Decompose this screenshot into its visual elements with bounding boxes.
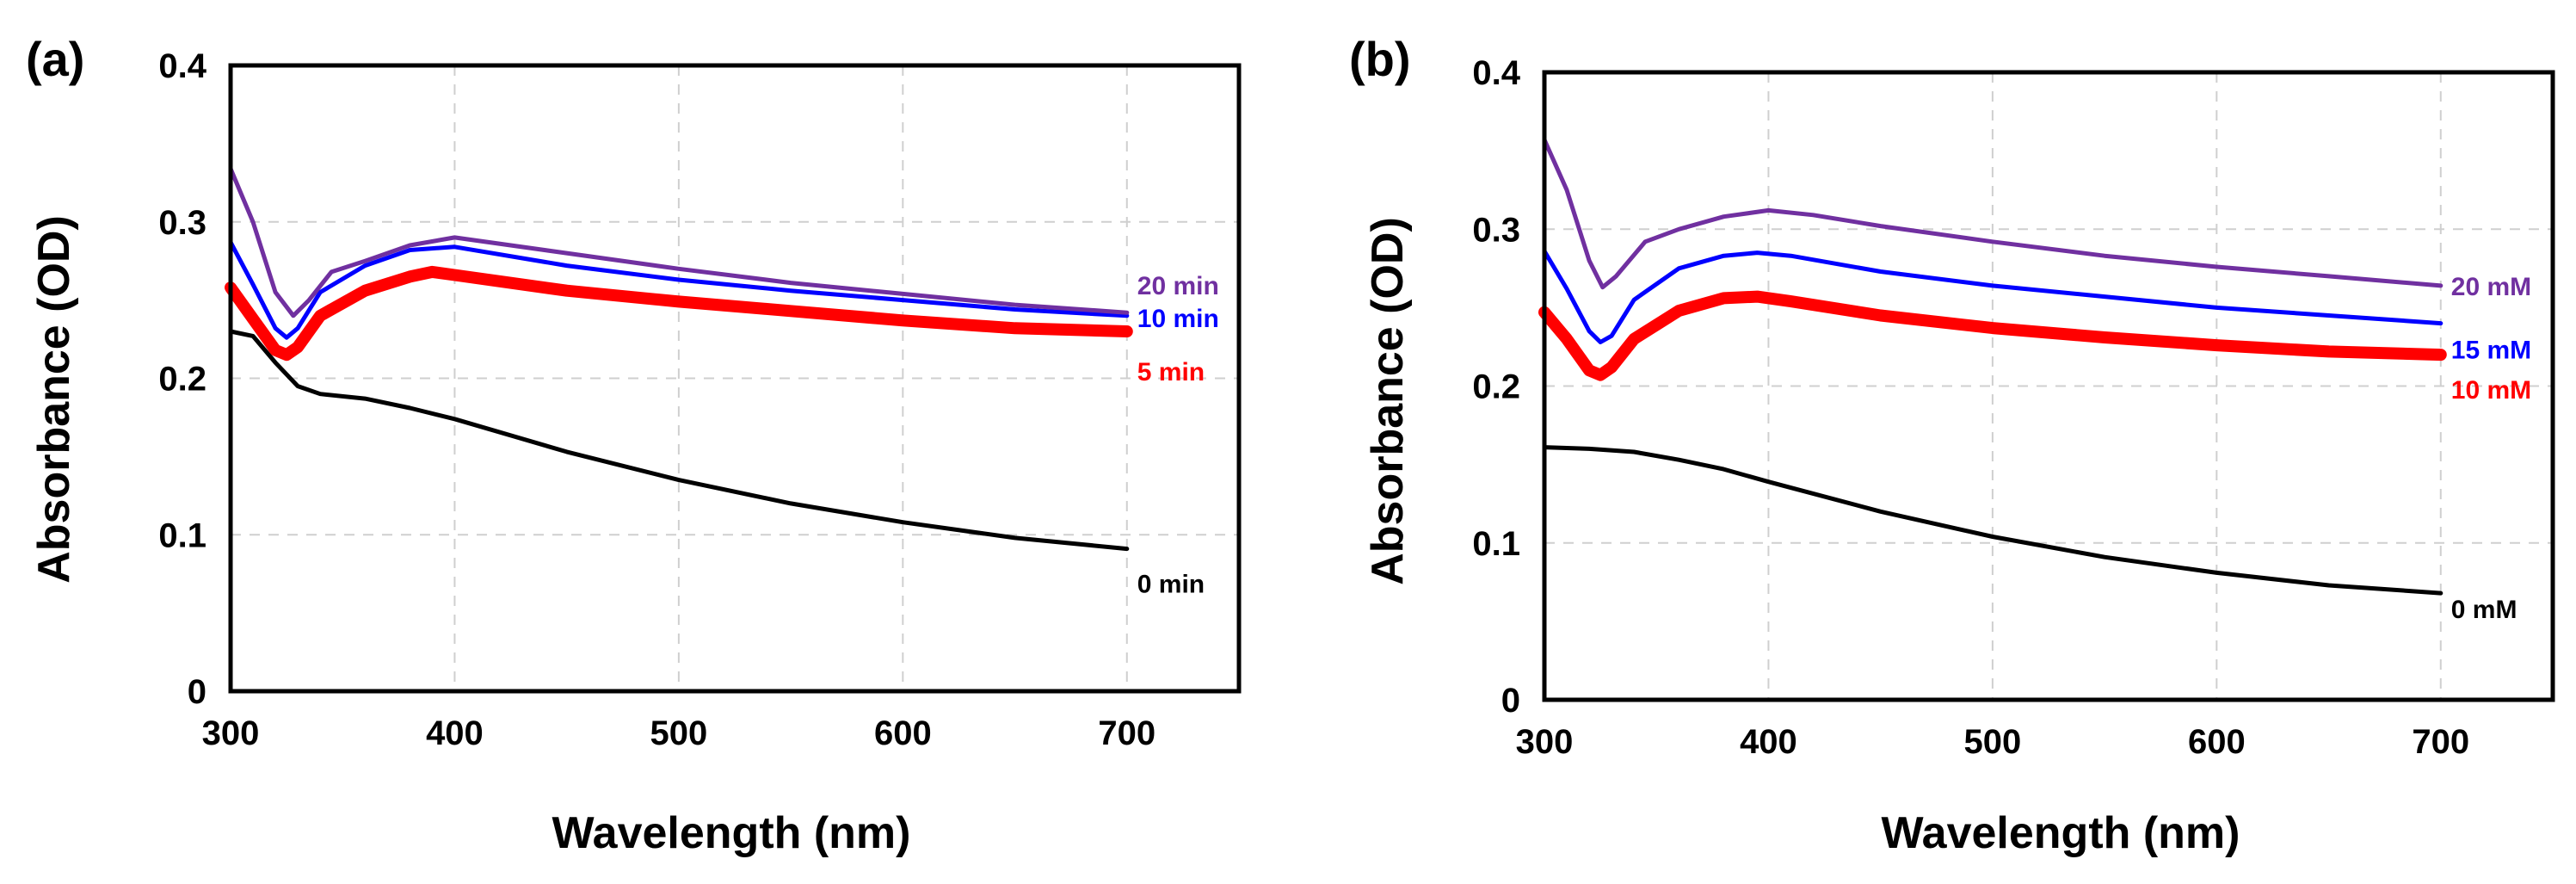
panel-a-y-axis-title: Absorbance (OD) bbox=[29, 215, 79, 584]
panel-a-x-tick-label: 600 bbox=[874, 714, 932, 752]
panel-b: (b) Absorbance (OD) Wavelength (nm) 0 0.1… bbox=[1349, 32, 2555, 858]
panel-a: (a) Absorbance (OD) Wavelength (nm) 0 0.1… bbox=[26, 32, 1242, 858]
panel-b-series-label: 20 mM bbox=[2451, 273, 2531, 301]
panel-a-series-line bbox=[225, 265, 1133, 362]
panel-b-y-tick-label: 0 bbox=[1501, 682, 1520, 720]
panel-b-x-tick-label: 400 bbox=[1740, 723, 1797, 761]
panel-a-series-label: 10 min bbox=[1137, 305, 1219, 333]
panel-b-label: (b) bbox=[1349, 32, 1411, 86]
panel-b-y-tick-label: 0.4 bbox=[1472, 54, 1520, 92]
panel-b-x-tick-label: 600 bbox=[2188, 723, 2246, 761]
panel-a-label: (a) bbox=[26, 32, 84, 86]
panel-b-x-tick-label: 500 bbox=[1964, 723, 2022, 761]
panel-a-x-tick-label: 700 bbox=[1098, 714, 1156, 752]
panel-a-y-tick-label: 0 bbox=[188, 673, 206, 711]
panel-b-series-label: 15 mM bbox=[2451, 337, 2531, 365]
panel-a-y-tick-label: 0.4 bbox=[158, 47, 206, 85]
panel-a-series-label: 5 min bbox=[1137, 358, 1205, 386]
panel-a-x-tick-label: 400 bbox=[426, 714, 484, 752]
panel-a-plot-border bbox=[228, 63, 1242, 694]
panel-b-x-tick-label: 300 bbox=[1516, 723, 1574, 761]
panel-b-x-tick-label: 700 bbox=[2412, 723, 2469, 761]
panel-a-x-tick-label: 500 bbox=[650, 714, 708, 752]
panel-b-y-axis-title: Absorbance (OD) bbox=[1363, 217, 1413, 585]
panel-b-y-tick-label: 0.1 bbox=[1472, 525, 1520, 563]
panel-b-series-line bbox=[1538, 290, 2447, 381]
panel-b-series-line bbox=[1542, 445, 2444, 596]
panel-a-y-tick-label: 0.1 bbox=[158, 516, 206, 554]
panel-b-series-label: 10 mM bbox=[2451, 376, 2531, 405]
panel-b-x-axis-title: Wavelength (nm) bbox=[1882, 808, 2240, 858]
panel-b-y-tick-label: 0.2 bbox=[1472, 368, 1520, 406]
panel-a-series-label: 0 min bbox=[1137, 571, 1205, 599]
panel-b-series-line bbox=[1542, 137, 2444, 290]
panel-a-x-tick-label: 300 bbox=[202, 714, 260, 752]
panel-b-series-label: 0 mM bbox=[2451, 596, 2517, 624]
panel-a-series-line bbox=[228, 239, 1130, 340]
panel-b-y-tick-label: 0.3 bbox=[1472, 211, 1520, 249]
panel-a-series-line bbox=[228, 166, 1130, 318]
panel-a-series-label: 20 min bbox=[1137, 272, 1219, 300]
panel-a-y-tick-label: 0.2 bbox=[158, 361, 206, 399]
panel-a-y-tick-label: 0.3 bbox=[158, 204, 206, 242]
panel-b-plot-border bbox=[1542, 70, 2555, 702]
panel-a-x-axis-title: Wavelength (nm) bbox=[552, 808, 911, 858]
panel-a-series-line bbox=[228, 329, 1130, 552]
panel-b-series-line bbox=[1542, 249, 2444, 344]
